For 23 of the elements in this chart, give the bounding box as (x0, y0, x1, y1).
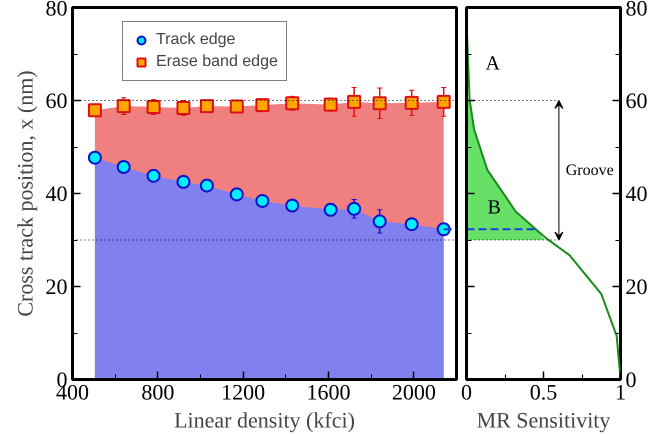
x-tick-label: 2000 (392, 380, 436, 404)
x-tick-label: 1200 (221, 380, 266, 404)
x-axis-title: MR Sensitivity (476, 408, 610, 432)
x-tick-label: 0.5 (530, 380, 558, 404)
y-tick-label: 40 (626, 181, 648, 206)
y-tick-label: 60 (626, 88, 648, 113)
y-tick-label: 80 (626, 0, 648, 20)
x-tick-label: 0 (461, 380, 472, 404)
legend-label: Track edge (156, 31, 236, 49)
y-tick-label: 60 (46, 88, 68, 113)
x-axis-title: Linear density (kfci) (174, 408, 355, 432)
y-tick-label: 40 (46, 181, 68, 206)
legend-label: Erase band edge (156, 53, 278, 71)
y-tick-label: 80 (46, 0, 68, 20)
y-tick-label: 20 (46, 274, 68, 299)
x-tick-label: 800 (141, 380, 174, 404)
annotation: Groove (566, 162, 614, 179)
x-tick-label: 1 (615, 380, 626, 404)
annotation: B (488, 196, 501, 218)
annotation: A (485, 52, 500, 74)
y-axis-title: Cross track position, x (nm) (12, 70, 38, 317)
x-tick-label: 1600 (306, 380, 350, 404)
y-tick-label: 20 (626, 274, 648, 299)
